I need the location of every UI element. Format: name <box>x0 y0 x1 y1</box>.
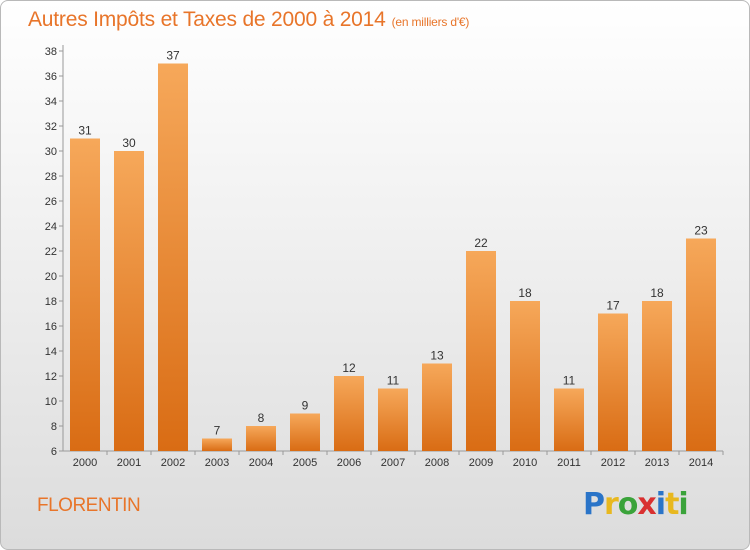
bar-value-label: 30 <box>122 136 136 150</box>
bar <box>510 301 540 451</box>
y-tick-label: 26 <box>45 196 57 208</box>
bar <box>554 388 584 451</box>
bar-value-label: 12 <box>342 361 356 375</box>
bar <box>334 376 364 451</box>
bar-value-label: 23 <box>694 224 708 238</box>
bar-value-label: 37 <box>166 49 180 63</box>
bar <box>114 151 144 451</box>
x-tick-label: 2007 <box>381 457 405 469</box>
y-tick-label: 8 <box>51 421 57 433</box>
x-tick-label: 2009 <box>469 457 493 469</box>
bar <box>422 363 452 451</box>
logo-letter: t <box>665 487 679 522</box>
x-tick-label: 2006 <box>337 457 361 469</box>
bar-value-label: 18 <box>518 286 532 300</box>
bar-value-label: 13 <box>430 349 444 363</box>
bar <box>598 313 628 451</box>
bar-value-label: 18 <box>650 286 664 300</box>
y-tick-label: 30 <box>45 146 57 158</box>
x-tick-label: 2013 <box>645 457 669 469</box>
logo-letter: x <box>637 487 656 522</box>
x-tick-label: 2010 <box>513 457 537 469</box>
logo-letter: r <box>604 487 619 522</box>
y-tick-label: 16 <box>45 321 57 333</box>
y-tick-label: 32 <box>45 121 57 133</box>
bar <box>466 251 496 451</box>
x-tick-label: 2008 <box>425 457 449 469</box>
bar <box>290 413 320 451</box>
bar <box>158 63 188 451</box>
y-tick-label: 14 <box>45 346 57 358</box>
logo-letter: i <box>678 487 688 522</box>
y-tick-label: 34 <box>45 96 57 108</box>
x-tick-label: 2004 <box>249 457 273 469</box>
bar <box>246 426 276 451</box>
x-tick-label: 2000 <box>73 457 97 469</box>
y-tick-label: 6 <box>51 446 57 458</box>
y-tick-label: 20 <box>45 271 57 283</box>
bar <box>686 238 716 451</box>
x-tick-label: 2003 <box>205 457 229 469</box>
bar <box>70 138 100 451</box>
x-tick-label: 2001 <box>117 457 141 469</box>
proxiti-logo: Proxiti <box>583 487 689 522</box>
logo-letter: P <box>583 487 605 522</box>
logo-letter: i <box>655 487 666 522</box>
y-tick-label: 36 <box>45 71 57 83</box>
chart-title: Autres Impôts et Taxes de 2000 à 2014 (en… <box>28 8 469 32</box>
chart-title-text: Autres Impôts et Taxes de 2000 à 2014 <box>28 8 386 31</box>
bar <box>642 301 672 451</box>
chart-unit: (en milliers d'€) <box>391 15 470 29</box>
bar <box>378 388 408 451</box>
bar-value-label: 11 <box>387 374 400 388</box>
x-tick-label: 2012 <box>601 457 625 469</box>
y-tick-label: 24 <box>45 221 57 233</box>
y-tick-label: 22 <box>45 246 57 258</box>
bar-value-label: 9 <box>302 399 309 413</box>
y-tick-label: 10 <box>45 396 57 408</box>
bar-value-label: 31 <box>78 124 92 138</box>
bar-value-label: 7 <box>214 424 221 438</box>
bar-value-label: 11 <box>563 374 576 388</box>
y-tick-label: 38 <box>45 46 57 58</box>
logo-letter: o <box>617 487 639 522</box>
bar-value-label: 22 <box>474 236 488 250</box>
x-tick-label: 2005 <box>293 457 317 469</box>
x-tick-label: 2011 <box>557 457 581 469</box>
commune-name: FLORENTIN <box>37 495 141 516</box>
bar-value-label: 8 <box>258 411 265 425</box>
y-tick-label: 12 <box>45 371 57 383</box>
y-tick-label: 28 <box>45 171 57 183</box>
bar <box>202 438 232 451</box>
bar-value-label: 17 <box>606 299 620 313</box>
x-tick-label: 2002 <box>161 457 185 469</box>
y-tick-label: 18 <box>45 296 57 308</box>
x-tick-label: 2014 <box>689 457 713 469</box>
